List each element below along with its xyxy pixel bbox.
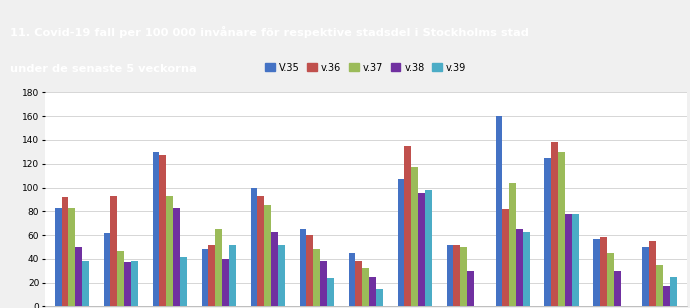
Bar [264,205,271,306]
Bar [516,229,523,306]
Bar [110,196,117,306]
Bar [124,262,131,306]
Bar [215,229,222,306]
Bar [55,208,61,306]
Bar [544,158,551,306]
Bar [418,193,425,306]
Bar [572,214,579,306]
Bar [670,277,677,306]
Bar [649,241,656,306]
Bar [376,289,383,306]
Bar [404,146,411,306]
Bar [355,261,362,306]
Bar [166,196,173,306]
Bar [257,196,264,306]
Bar [117,251,124,306]
Bar [180,257,187,306]
Bar [614,271,621,306]
Bar [61,197,68,306]
Bar [642,247,649,306]
Bar [502,209,509,306]
Bar [250,188,257,306]
Bar [348,253,355,306]
Bar [222,259,229,306]
Bar [208,245,215,306]
Bar [523,232,530,306]
Bar [558,152,565,306]
Bar [397,179,404,306]
Bar [495,116,502,306]
Bar [460,247,467,306]
Bar [271,232,278,306]
Bar [565,214,572,306]
Bar [201,249,208,306]
Bar [68,208,75,306]
Bar [131,261,138,306]
Bar [82,261,89,306]
Bar [75,247,82,306]
Bar [593,239,600,306]
Bar [656,265,663,306]
Bar [306,235,313,306]
Bar [509,183,516,306]
Bar [663,286,670,306]
Bar [411,167,418,306]
Bar [551,142,558,306]
Bar [104,233,110,306]
Bar [467,271,474,306]
Bar [313,249,320,306]
Bar [446,245,453,306]
Bar [278,245,285,306]
Text: under de senaste 5 veckorna: under de senaste 5 veckorna [10,64,197,74]
Bar [607,253,614,306]
Bar [299,229,306,306]
Bar [369,277,376,306]
Bar [173,208,180,306]
Bar [152,152,159,306]
Bar [320,261,327,306]
Bar [600,237,607,306]
Bar [453,245,460,306]
Text: 11. Covid-19 fall per 100 000 invånare för respektive stadsdel i Stockholms stad: 11. Covid-19 fall per 100 000 invånare f… [10,26,529,38]
Bar [229,245,236,306]
Bar [425,190,432,306]
Bar [362,268,369,306]
Legend: V.35, v.36, v.37, v.38, v.39: V.35, v.36, v.37, v.38, v.39 [262,59,470,76]
Bar [159,156,166,306]
Bar [327,278,334,306]
